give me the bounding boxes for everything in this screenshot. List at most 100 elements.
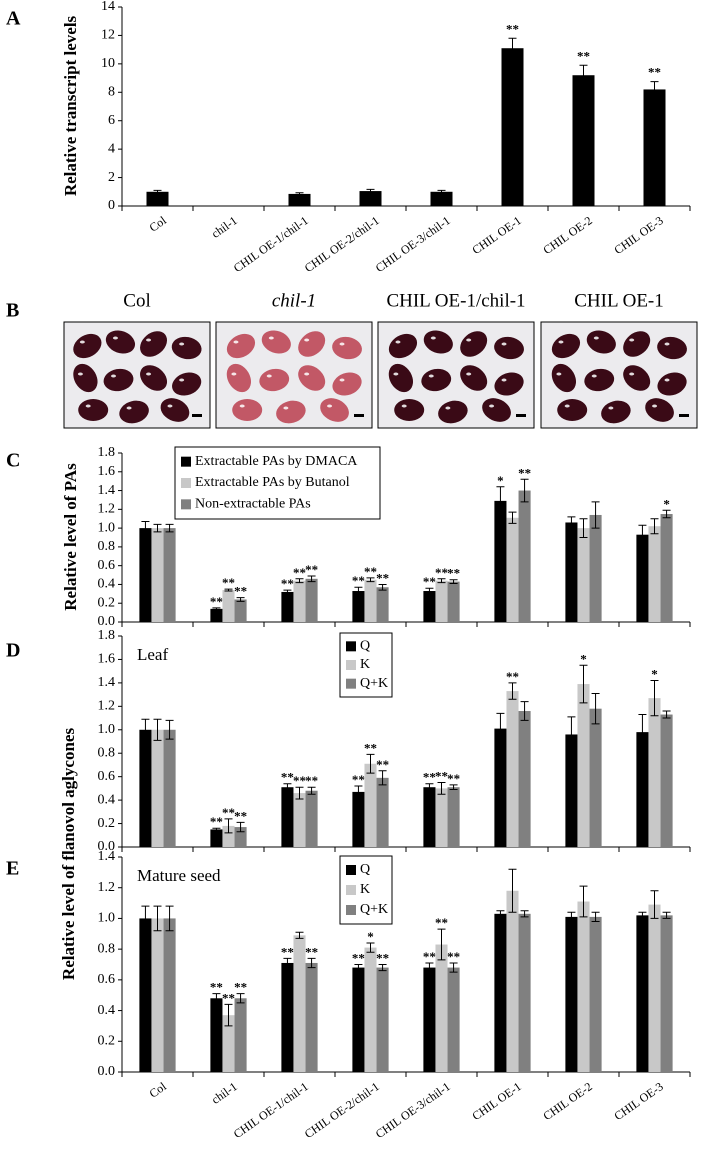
error-bar [165, 719, 174, 740]
seed-highlight [652, 404, 658, 408]
seed-image-label: CHIL OE-1 [574, 290, 664, 311]
seed-highlight [664, 342, 670, 346]
significance-label: * [580, 651, 587, 666]
seed-highlight [593, 336, 599, 340]
error-bar [295, 931, 304, 939]
seed [171, 336, 202, 360]
seed [160, 398, 190, 422]
error-bar [307, 957, 316, 969]
error-bar [591, 501, 600, 529]
significance-label: ** [234, 808, 247, 823]
bar [494, 728, 507, 847]
bar [139, 729, 152, 847]
seed [438, 400, 468, 424]
legend-swatch [346, 678, 356, 689]
seed-highlight [395, 340, 401, 344]
x-tick-label: CHIL OE-2 [540, 1079, 594, 1123]
bar [577, 528, 590, 622]
y-tick-label: 0.0 [98, 839, 116, 854]
error-bar [165, 905, 174, 932]
bar [423, 787, 436, 847]
bar [151, 528, 164, 622]
bar [589, 514, 602, 622]
significance-label: ** [435, 565, 448, 580]
seed [601, 400, 631, 424]
y-tick-label: 10 [101, 56, 115, 71]
significance-label: ** [210, 594, 223, 609]
error-bar [567, 516, 576, 529]
seed-highlight [167, 404, 173, 408]
significance-label: ** [447, 771, 460, 786]
error-bar [354, 785, 363, 799]
bar [293, 935, 306, 1072]
legend-label: Q [360, 862, 370, 877]
seed [103, 368, 134, 392]
bar [643, 89, 666, 206]
error-bar [295, 578, 304, 584]
seed-highlight [112, 336, 118, 340]
error-bar [366, 942, 375, 953]
x-tick-label: CHIL OE-1 [469, 1079, 523, 1123]
y-tick-label: 0.6 [98, 769, 116, 784]
error-bar [496, 910, 505, 918]
error-bar [638, 911, 647, 919]
seed [298, 365, 326, 391]
bar [435, 944, 448, 1072]
seed [388, 363, 414, 393]
significance-label: ** [222, 990, 235, 1005]
significance-label: ** [352, 573, 365, 588]
error-bar [579, 664, 588, 704]
y-tick-label: 1.0 [98, 911, 116, 926]
legend-swatch [346, 905, 356, 915]
seed-highlight [591, 374, 597, 378]
significance-label: ** [234, 980, 247, 995]
bar [210, 829, 223, 847]
legend-label: Q [360, 639, 370, 654]
y-tick-label: 6 [108, 113, 115, 128]
seed [226, 363, 252, 393]
significance-label: ** [506, 669, 519, 684]
bar [660, 915, 673, 1072]
significance-label: ** [305, 944, 318, 959]
seed [494, 372, 524, 396]
significance-label: ** [352, 950, 365, 965]
bar [151, 729, 164, 847]
y-tick-label: 0.4 [98, 1003, 116, 1018]
seed-highlight [489, 404, 495, 408]
significance-label: ** [577, 48, 590, 63]
bar [636, 732, 649, 847]
seed [298, 331, 326, 357]
significance-label: ** [435, 915, 448, 930]
seed [623, 365, 651, 391]
panel-annotation: Leaf [137, 645, 168, 664]
panel-label: E [6, 858, 19, 880]
seed [657, 372, 687, 396]
seed-highlight [556, 372, 562, 376]
x-tick-label: chil-1 [209, 1079, 240, 1107]
significance-label: ** [352, 772, 365, 787]
error-bar [579, 64, 588, 86]
bar [281, 962, 294, 1072]
seed-highlight [79, 340, 85, 344]
significance-label: ** [506, 21, 519, 36]
seed [460, 365, 488, 391]
error-bar [520, 910, 529, 918]
seed-highlight [401, 404, 407, 408]
significance-label: ** [293, 565, 306, 580]
bar [281, 787, 294, 847]
error-bar [236, 597, 245, 602]
bar [518, 711, 531, 847]
bar [376, 967, 389, 1072]
scale-bar [516, 414, 526, 417]
seed-highlight [393, 372, 399, 376]
error-bar [425, 587, 434, 595]
seed-highlight [111, 374, 117, 378]
error-bar [212, 607, 221, 611]
y-tick-label: 0.6 [98, 972, 116, 987]
y-axis-label: Relative level of PAs [61, 463, 80, 611]
seed [586, 330, 616, 354]
bar [447, 581, 460, 622]
bar [222, 1015, 235, 1072]
y-tick-label: 1.6 [98, 464, 116, 479]
